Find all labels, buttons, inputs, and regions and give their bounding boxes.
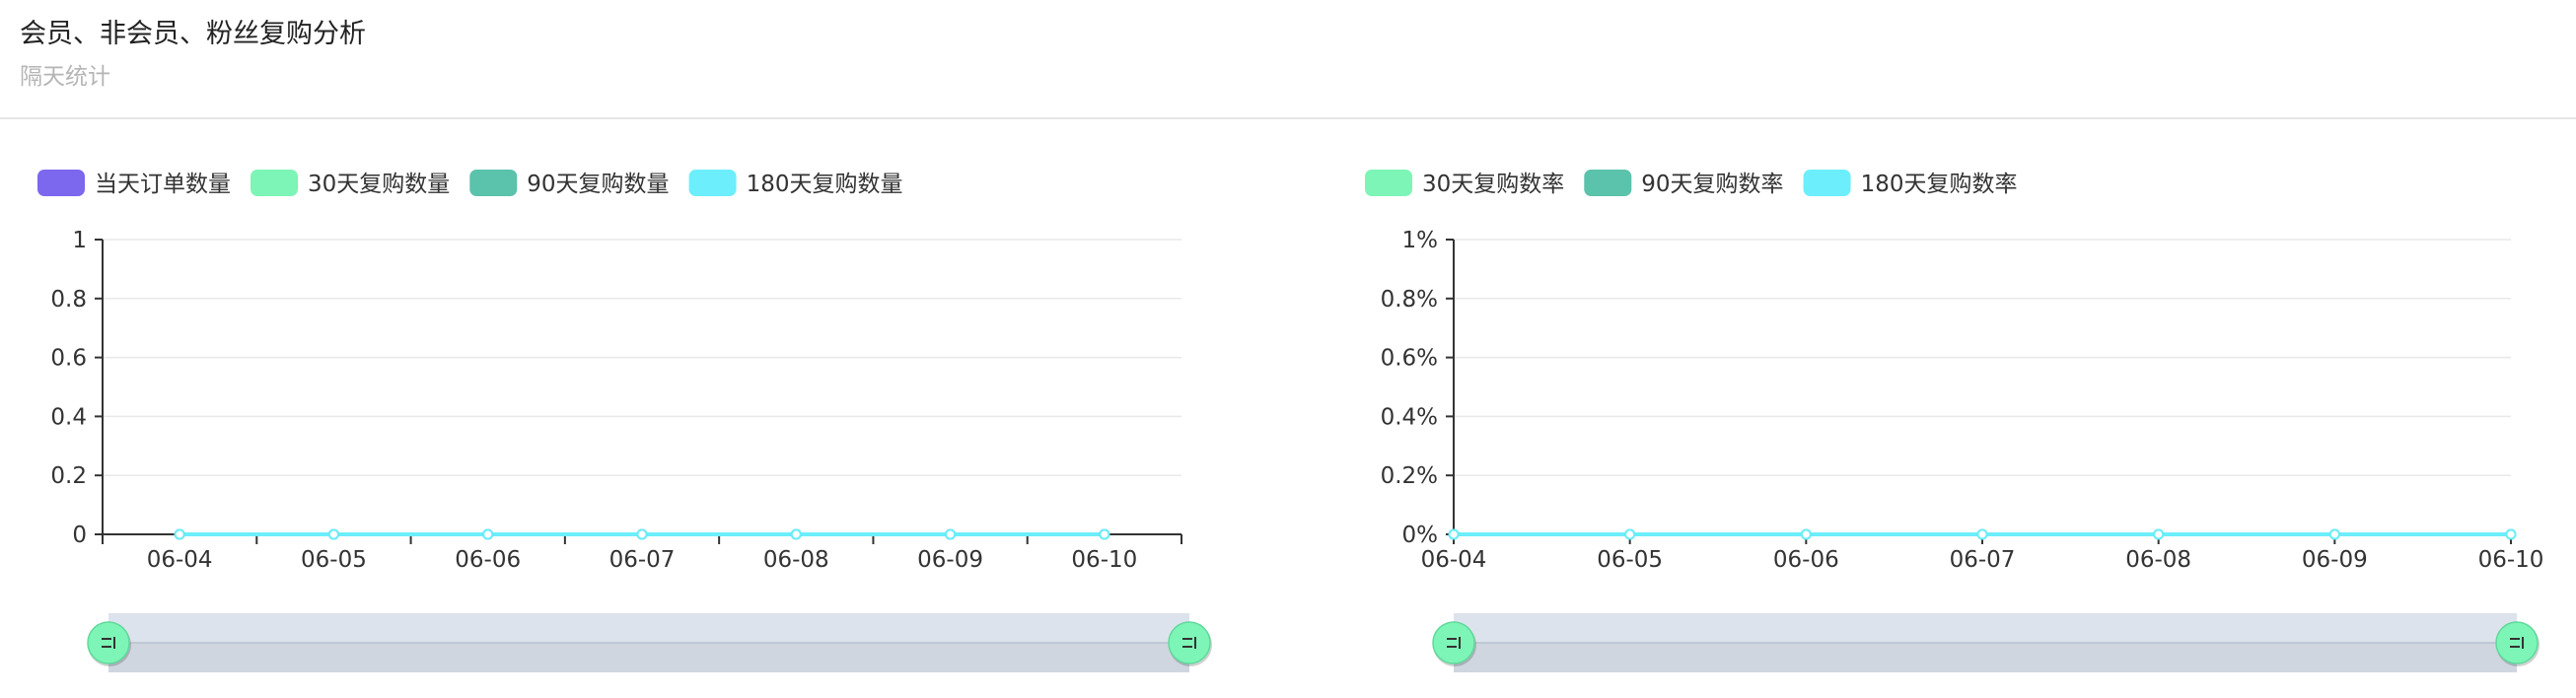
zoom-selection[interactable] bbox=[108, 643, 1189, 672]
legend-label: 90天复购数率 bbox=[1641, 172, 1783, 197]
legend-item[interactable]: 180天复购数率 bbox=[1803, 170, 2018, 197]
x-tick-label: 06-10 bbox=[1071, 547, 1137, 573]
legend-item[interactable]: 90天复购数率 bbox=[1584, 170, 1784, 197]
zoom-handle-right[interactable] bbox=[2495, 621, 2540, 666]
data-point[interactable] bbox=[482, 528, 494, 540]
card-subtitle: 隔天统计 bbox=[20, 64, 110, 90]
legend-item[interactable]: 当天订单数量 bbox=[37, 170, 231, 197]
zoom-selection[interactable] bbox=[1454, 643, 2517, 672]
y-tick-label: 0.2 bbox=[50, 463, 87, 489]
x-tick-label: 06-05 bbox=[1597, 547, 1663, 573]
x-tick-label: 06-10 bbox=[2478, 547, 2544, 573]
x-tick-label: 06-06 bbox=[455, 547, 521, 573]
zoom-handle-knob[interactable] bbox=[1432, 621, 1475, 664]
x-tick-label: 06-05 bbox=[301, 547, 367, 573]
chart-1: 当天订单数量 30天复购数量 90天复购数量 180天复购数量 0 0.2 0.4 0.6 0.… bbox=[37, 170, 1212, 672]
y-tick-label: 0.4% bbox=[1381, 404, 1438, 430]
data-point[interactable] bbox=[2328, 528, 2340, 540]
data-point[interactable] bbox=[945, 528, 957, 540]
x-tick-label: 06-09 bbox=[917, 547, 983, 573]
legend-swatch bbox=[37, 170, 85, 196]
x-tick-label: 06-09 bbox=[2302, 547, 2368, 573]
legend-label: 30天复购数率 bbox=[1422, 172, 1564, 197]
zoom-handle-left[interactable] bbox=[87, 621, 131, 666]
card-header: 会员、非会员、粉丝复购分析 隔天统计 bbox=[0, 0, 2576, 119]
zoom-handle-knob[interactable] bbox=[2495, 621, 2539, 664]
zoom-handle-knob[interactable] bbox=[1168, 621, 1211, 664]
legend-swatch bbox=[250, 170, 298, 196]
zoom-handle-knob[interactable] bbox=[87, 621, 130, 664]
x-tick-label: 06-06 bbox=[1773, 547, 1839, 573]
legend-swatch bbox=[1584, 170, 1632, 196]
data-point[interactable] bbox=[790, 528, 802, 540]
data-point[interactable] bbox=[327, 528, 339, 540]
zoom-handle-right[interactable] bbox=[1168, 621, 1212, 666]
data-point[interactable] bbox=[1800, 528, 1812, 540]
data-point[interactable] bbox=[1976, 528, 1988, 540]
legend-item[interactable]: 30天复购数率 bbox=[1365, 170, 1564, 197]
zoom-handle-left[interactable] bbox=[1432, 621, 1476, 666]
x-tick-label: 06-04 bbox=[1421, 547, 1487, 573]
header-divider bbox=[0, 117, 2576, 119]
legend-item[interactable]: 30天复购数量 bbox=[250, 170, 450, 197]
y-tick-label: 1 bbox=[72, 228, 87, 253]
y-tick-label: 0.4 bbox=[50, 404, 87, 430]
y-tick-label: 0.6% bbox=[1381, 346, 1438, 372]
data-point[interactable] bbox=[1448, 528, 1460, 540]
zoom-slider[interactable] bbox=[1432, 613, 2540, 672]
legend-label: 当天订单数量 bbox=[95, 172, 231, 197]
legend-label: 180天复购数量 bbox=[747, 172, 903, 197]
x-tick-label: 06-04 bbox=[147, 547, 213, 573]
data-point[interactable] bbox=[174, 528, 185, 540]
legend-swatch bbox=[469, 170, 518, 196]
legend-item[interactable]: 180天复购数量 bbox=[688, 170, 903, 197]
legend-swatch bbox=[1365, 170, 1412, 196]
legend-swatch bbox=[688, 170, 737, 196]
y-tick-label: 1% bbox=[1402, 228, 1439, 253]
x-tick-label: 06-08 bbox=[2125, 547, 2191, 573]
data-point[interactable] bbox=[2505, 528, 2517, 540]
legend-item[interactable]: 90天复购数量 bbox=[469, 170, 670, 197]
zoom-slider[interactable] bbox=[87, 613, 1212, 672]
data-point[interactable] bbox=[1099, 528, 1110, 540]
data-point[interactable] bbox=[636, 528, 648, 540]
legend-label: 90天复购数量 bbox=[527, 172, 669, 197]
y-tick-label: 0 bbox=[72, 523, 87, 548]
card-title: 会员、非会员、粉丝复购分析 bbox=[20, 19, 366, 49]
legend-label: 180天复购数率 bbox=[1861, 172, 2018, 197]
data-point[interactable] bbox=[1624, 528, 1636, 540]
legend-label: 30天复购数量 bbox=[308, 172, 450, 197]
data-point[interactable] bbox=[2153, 528, 2165, 540]
x-tick-label: 06-08 bbox=[763, 547, 829, 573]
y-tick-label: 0.6 bbox=[50, 346, 87, 372]
legend-swatch bbox=[1803, 170, 1851, 196]
chart-2: 30天复购数率 90天复购数率 180天复购数率 0% 0.2% 0.4% 0.6% 0.8%… bbox=[1365, 170, 2543, 672]
y-tick-label: 0% bbox=[1402, 523, 1439, 548]
y-tick-label: 0.8 bbox=[50, 287, 87, 313]
y-tick-label: 0.2% bbox=[1381, 463, 1438, 489]
y-tick-label: 0.8% bbox=[1381, 287, 1438, 313]
x-tick-label: 06-07 bbox=[1950, 547, 2016, 573]
x-tick-label: 06-07 bbox=[609, 547, 676, 573]
